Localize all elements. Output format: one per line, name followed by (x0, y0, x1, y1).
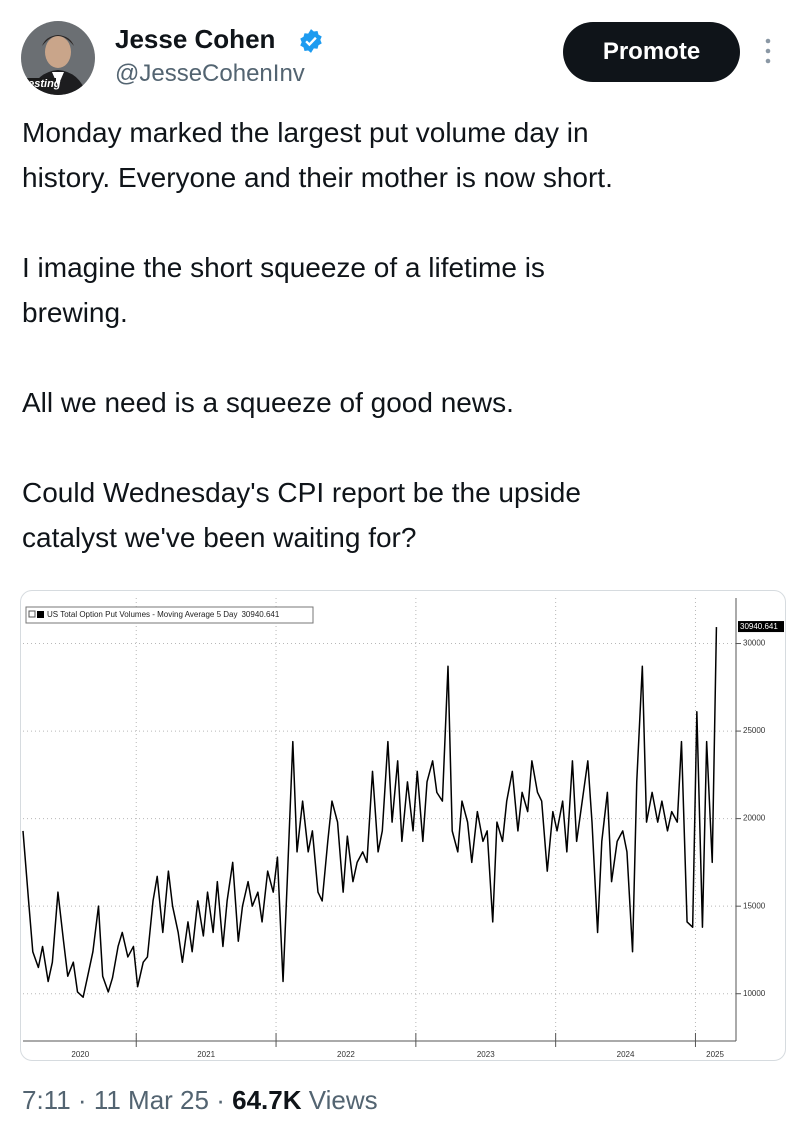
views-label: Views (308, 1085, 378, 1115)
text-line: I imagine the short squeeze of a lifetim… (22, 252, 545, 283)
x-tick-label: 2020 (71, 1050, 89, 1059)
y-tick-label: 30000 (743, 639, 766, 648)
x-tick-label: 2021 (197, 1050, 215, 1059)
legend-label: US Total Option Put Volumes - Moving Ave… (47, 610, 280, 619)
legend-series-name: US Total Option Put Volumes - Moving Ave… (47, 610, 237, 619)
avatar[interactable]: vesting (20, 20, 100, 100)
avatar-label: vesting (22, 78, 61, 90)
promote-button[interactable]: Promote (563, 22, 740, 82)
x-tick-label: 2022 (337, 1050, 355, 1059)
data-line (22, 627, 718, 998)
views-count: 64.7K (232, 1085, 302, 1115)
text-line: Monday marked the largest put volume day… (22, 117, 589, 148)
x-tick-label: 2023 (477, 1050, 495, 1059)
y-tick-label: 25000 (743, 726, 766, 735)
legend-box (25, 606, 314, 624)
chart: 2020 2021 2022 2023 2024 2025 10000 15000 20000 2… (22, 598, 784, 1059)
x-tick-label: 2024 (617, 1050, 635, 1059)
text-line: catalyst we've been waiting for? (22, 522, 417, 553)
verified-badge (300, 29, 322, 53)
author-name[interactable]: Jesse Cohen (115, 24, 276, 54)
chart-frame: 2020 2021 2022 2023 2024 2025 10000 15000 20000 2… (20, 590, 786, 1061)
text-line: Could Wednesday's CPI report be the upsi… (22, 477, 581, 508)
last-value-label: 30940.641 (740, 622, 778, 631)
paragraph: Could Wednesday's CPI report be the upsi… (22, 470, 613, 560)
legend: US Total Option Put Volumes - Moving Ave… (25, 606, 314, 624)
tweet-footer: 7:11 · 11 Mar 25 · 64.7K Views (22, 1085, 378, 1116)
paragraph: I imagine the short squeeze of a lifetim… (22, 245, 613, 335)
legend-toggle (28, 610, 36, 618)
date[interactable]: 11 Mar 25 (93, 1085, 209, 1115)
y-tick-label: 10000 (743, 989, 766, 998)
separator: · (77, 1085, 87, 1115)
text-line: brewing. (22, 297, 128, 328)
paragraph: All we need is a squeeze of good news. (22, 380, 613, 425)
paragraph: Monday marked the largest put volume day… (22, 110, 613, 200)
time: 7:11 (22, 1085, 71, 1115)
separator: · (216, 1085, 225, 1115)
tweet-text: Monday marked the largest put volume day… (22, 110, 613, 605)
more-menu[interactable] (760, 36, 776, 68)
author-handle[interactable]: @JesseCohenInv (115, 60, 305, 87)
y-tick-label: 15000 (743, 901, 766, 910)
text-line: history. Everyone and their mother is no… (22, 162, 613, 193)
last-value-box (738, 621, 784, 633)
legend-last-value: 30940.641 (241, 610, 279, 619)
legend-swatch (37, 611, 44, 618)
text-line: All we need is a squeeze of good news. (22, 387, 514, 418)
y-tick-label: 20000 (743, 814, 766, 823)
x-tick-label: 2025 (706, 1050, 724, 1059)
